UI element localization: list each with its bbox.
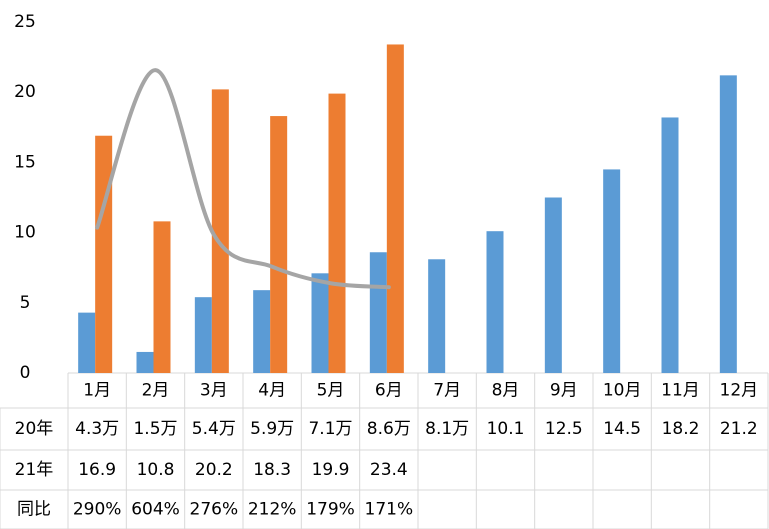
data-label: 1.5万 [133, 419, 177, 439]
x-tick-label: 12月 [720, 381, 759, 401]
data-label: 18.2 [662, 419, 700, 439]
data-label: 23.4 [370, 460, 408, 480]
x-tick-label: 6月 [375, 381, 403, 401]
data-label: 5.4万 [192, 419, 236, 439]
data-label: 4.3万 [75, 419, 119, 439]
bar [270, 116, 288, 374]
data-label: 604% [131, 500, 180, 520]
bar [95, 135, 113, 373]
bar [328, 93, 346, 373]
data-label: 20.2 [195, 460, 233, 480]
data-label: 276% [190, 500, 239, 520]
data-label: 8.6万 [367, 419, 411, 439]
bar [369, 252, 387, 373]
line [95, 68, 391, 290]
data-label: 19.9 [312, 460, 350, 480]
data-label: 16.9 [78, 460, 116, 480]
x-tick-label: 2月 [142, 381, 170, 401]
y-tick-label: 10 [14, 223, 36, 243]
data-label: 171% [365, 500, 414, 520]
bar [719, 75, 737, 374]
data-label: 10.8 [137, 460, 175, 480]
bar [386, 44, 404, 374]
bar [661, 117, 679, 373]
x-tick-label: 11月 [661, 381, 700, 401]
bar [311, 273, 329, 373]
y-tick-label: 5 [20, 293, 31, 313]
legend-label: 20年 [15, 419, 54, 439]
bar [603, 169, 621, 373]
x-tick-label: 7月 [433, 381, 461, 401]
data-label: 179% [306, 500, 355, 520]
x-tick-label: 4月 [258, 381, 286, 401]
data-label: 14.5 [603, 419, 641, 439]
bar [211, 89, 229, 373]
bar [153, 221, 171, 373]
legend-label: 21年 [15, 460, 54, 480]
data-label: 18.3 [253, 460, 291, 480]
bar [544, 197, 562, 373]
data-label: 212% [248, 500, 297, 520]
x-tick-label: 5月 [317, 381, 345, 401]
data-label: 12.5 [545, 419, 583, 439]
x-tick-label: 1月 [83, 381, 111, 401]
y-tick-label: 0 [20, 363, 31, 383]
y-tick-label: 20 [14, 82, 36, 102]
x-tick-label: 8月 [492, 381, 520, 401]
bar [194, 297, 212, 373]
data-label: 21.2 [720, 419, 758, 439]
data-label: 7.1万 [308, 419, 352, 439]
y-tick-label: 25 [14, 12, 36, 32]
bar [136, 351, 154, 373]
data-label: 10.1 [487, 419, 525, 439]
bar [428, 259, 446, 373]
data-label: 5.9万 [250, 419, 294, 439]
legend-label: 同比 [17, 500, 51, 520]
data-label: 290% [73, 500, 122, 520]
data-label: 8.1万 [425, 419, 469, 439]
bar [253, 290, 271, 373]
x-tick-label: 10月 [603, 381, 642, 401]
x-tick-label: 9月 [550, 381, 578, 401]
x-tick-label: 3月 [200, 381, 228, 401]
bar [486, 231, 504, 373]
y-tick-label: 15 [14, 152, 36, 172]
bar [78, 312, 96, 373]
